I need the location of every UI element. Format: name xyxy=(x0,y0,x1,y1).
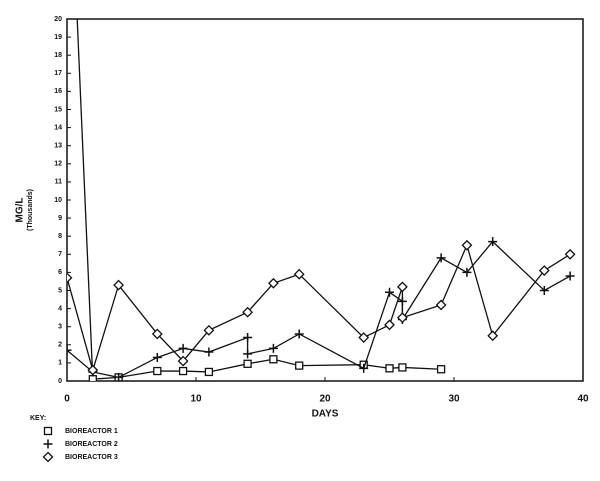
series-line xyxy=(76,19,442,380)
marker xyxy=(204,367,214,377)
marker xyxy=(462,267,472,277)
legend-label: BIOREACTOR 2 xyxy=(65,441,118,448)
legend-marker xyxy=(42,451,54,463)
marker xyxy=(294,329,304,339)
y-tick-label: 6 xyxy=(58,269,62,276)
marker xyxy=(487,330,499,342)
marker xyxy=(385,287,394,297)
y-axis-label-group: MG/L (Thousands) xyxy=(15,189,34,231)
marker xyxy=(153,366,162,376)
marker xyxy=(67,345,72,355)
marker xyxy=(242,306,254,318)
marker xyxy=(114,372,124,381)
y-tick-label: 5 xyxy=(58,287,62,294)
x-axis-label: DAYS xyxy=(312,409,339,420)
marker xyxy=(151,328,163,340)
y-tick-label: 15 xyxy=(54,106,62,113)
y-tick-label: 4 xyxy=(58,305,62,312)
marker xyxy=(243,333,253,343)
marker xyxy=(461,239,473,251)
y-tick-label: 10 xyxy=(54,197,62,204)
marker xyxy=(293,268,305,280)
y-tick-label: 18 xyxy=(54,52,62,59)
plot-frame xyxy=(66,18,584,382)
y-tick-label: 0 xyxy=(58,378,62,385)
y-tick-label: 13 xyxy=(54,143,62,150)
marker xyxy=(385,364,394,373)
y-tick-label: 14 xyxy=(54,124,62,131)
marker xyxy=(178,366,188,376)
marker xyxy=(398,363,407,372)
y-tick-label: 16 xyxy=(54,88,62,95)
marker xyxy=(538,265,550,277)
x-tick-label: 40 xyxy=(577,394,589,405)
marker xyxy=(243,349,253,359)
marker xyxy=(177,355,189,367)
y-tick-label: 11 xyxy=(55,179,63,186)
marker xyxy=(384,319,395,331)
marker xyxy=(488,237,498,247)
series-line xyxy=(67,240,571,379)
marker xyxy=(435,299,447,311)
y-tick-label: 3 xyxy=(58,324,62,331)
y-tick-label: 17 xyxy=(54,70,62,77)
marker xyxy=(539,286,549,295)
marker xyxy=(295,361,304,370)
y-tick-label: 12 xyxy=(54,161,62,168)
marker xyxy=(358,332,370,343)
y-axis-label: MG/L xyxy=(15,198,26,223)
y-tick-label: 9 xyxy=(58,215,62,222)
y-tick-label: 19 xyxy=(54,34,62,41)
marker xyxy=(67,272,73,284)
marker xyxy=(269,355,278,364)
marker xyxy=(87,364,99,376)
legend-label: BIOREACTOR 1 xyxy=(65,428,118,435)
legend-marker xyxy=(43,426,53,436)
marker xyxy=(396,312,408,324)
marker xyxy=(243,359,252,368)
marker xyxy=(152,352,162,362)
y-tick-label: 2 xyxy=(58,342,62,349)
series-line xyxy=(67,243,571,373)
marker xyxy=(178,343,188,353)
marker xyxy=(267,277,279,289)
legend-marker xyxy=(43,439,53,449)
marker xyxy=(204,347,214,357)
marker xyxy=(113,279,125,291)
marker xyxy=(203,324,215,336)
legend-label: BIOREACTOR 3 xyxy=(65,454,118,461)
x-tick-label: 30 xyxy=(448,394,460,405)
y-tick-label: 7 xyxy=(58,251,62,258)
y-tick-label: 20 xyxy=(54,16,62,23)
legend-title: KEY: xyxy=(30,415,46,422)
marker xyxy=(436,253,446,263)
marker xyxy=(396,281,408,293)
y-tick-label: 8 xyxy=(58,233,62,240)
marker xyxy=(359,363,369,373)
x-tick-label: 20 xyxy=(319,394,331,405)
marker xyxy=(565,271,575,281)
marker xyxy=(268,343,278,353)
y-axis-unit: (Thousands) xyxy=(27,189,34,231)
plot-area xyxy=(67,19,576,381)
x-tick-label: 10 xyxy=(190,394,202,405)
marker xyxy=(564,248,576,260)
y-tick-label: 1 xyxy=(58,360,62,367)
x-tick-label: 0 xyxy=(64,394,70,405)
marker xyxy=(436,365,446,374)
